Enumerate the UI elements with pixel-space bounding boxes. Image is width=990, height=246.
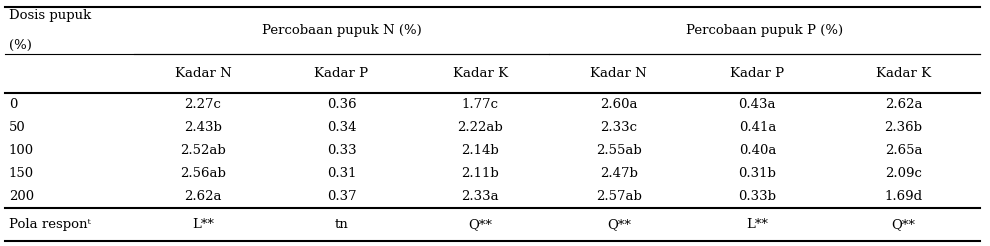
Text: 2.22ab: 2.22ab	[457, 121, 503, 134]
Text: Q**: Q**	[891, 218, 916, 231]
Text: Kadar N: Kadar N	[590, 67, 647, 80]
Text: L**: L**	[192, 218, 214, 231]
Text: L**: L**	[746, 218, 768, 231]
Text: 2.62a: 2.62a	[184, 190, 222, 203]
Text: 0.31: 0.31	[327, 167, 356, 180]
Text: 150: 150	[9, 167, 34, 180]
Text: 2.60a: 2.60a	[600, 98, 638, 111]
Text: 0.36: 0.36	[327, 98, 356, 111]
Text: 0: 0	[9, 98, 17, 111]
Text: Q**: Q**	[607, 218, 631, 231]
Text: 2.33a: 2.33a	[461, 190, 499, 203]
Text: Kadar K: Kadar K	[876, 67, 931, 80]
Text: Percobaan pupuk P (%): Percobaan pupuk P (%)	[686, 24, 843, 37]
Text: 1.69d: 1.69d	[884, 190, 923, 203]
Text: 2.57ab: 2.57ab	[596, 190, 642, 203]
Text: Dosis pupuk: Dosis pupuk	[9, 10, 91, 22]
Text: Kadar N: Kadar N	[174, 67, 232, 80]
Text: tn: tn	[335, 218, 348, 231]
Text: 2.56ab: 2.56ab	[180, 167, 226, 180]
Text: 2.65a: 2.65a	[885, 144, 922, 157]
Text: 50: 50	[9, 121, 26, 134]
Text: 0.33: 0.33	[327, 144, 356, 157]
Text: 0.31b: 0.31b	[739, 167, 776, 180]
Text: 2.43b: 2.43b	[184, 121, 222, 134]
Text: Percobaan pupuk N (%): Percobaan pupuk N (%)	[261, 24, 422, 37]
Text: 2.36b: 2.36b	[884, 121, 923, 134]
Text: 1.77c: 1.77c	[461, 98, 499, 111]
Text: 2.47b: 2.47b	[600, 167, 638, 180]
Text: 2.14b: 2.14b	[461, 144, 499, 157]
Text: 2.52ab: 2.52ab	[180, 144, 226, 157]
Text: 0.37: 0.37	[327, 190, 356, 203]
Text: 0.40a: 0.40a	[739, 144, 776, 157]
Text: Kadar P: Kadar P	[731, 67, 784, 80]
Text: (%): (%)	[9, 39, 32, 52]
Text: Q**: Q**	[468, 218, 492, 231]
Text: 0.41a: 0.41a	[739, 121, 776, 134]
Text: Pola responᵗ: Pola responᵗ	[9, 218, 91, 231]
Text: 0.33b: 0.33b	[739, 190, 776, 203]
Text: 2.11b: 2.11b	[461, 167, 499, 180]
Text: 0.34: 0.34	[327, 121, 356, 134]
Text: 100: 100	[9, 144, 34, 157]
Text: 2.09c: 2.09c	[885, 167, 922, 180]
Text: 2.33c: 2.33c	[600, 121, 638, 134]
Text: 200: 200	[9, 190, 34, 203]
Text: 2.27c: 2.27c	[184, 98, 222, 111]
Text: 2.62a: 2.62a	[885, 98, 922, 111]
Text: Kadar P: Kadar P	[315, 67, 368, 80]
Text: Kadar K: Kadar K	[452, 67, 508, 80]
Text: 0.43a: 0.43a	[739, 98, 776, 111]
Text: 2.55ab: 2.55ab	[596, 144, 642, 157]
